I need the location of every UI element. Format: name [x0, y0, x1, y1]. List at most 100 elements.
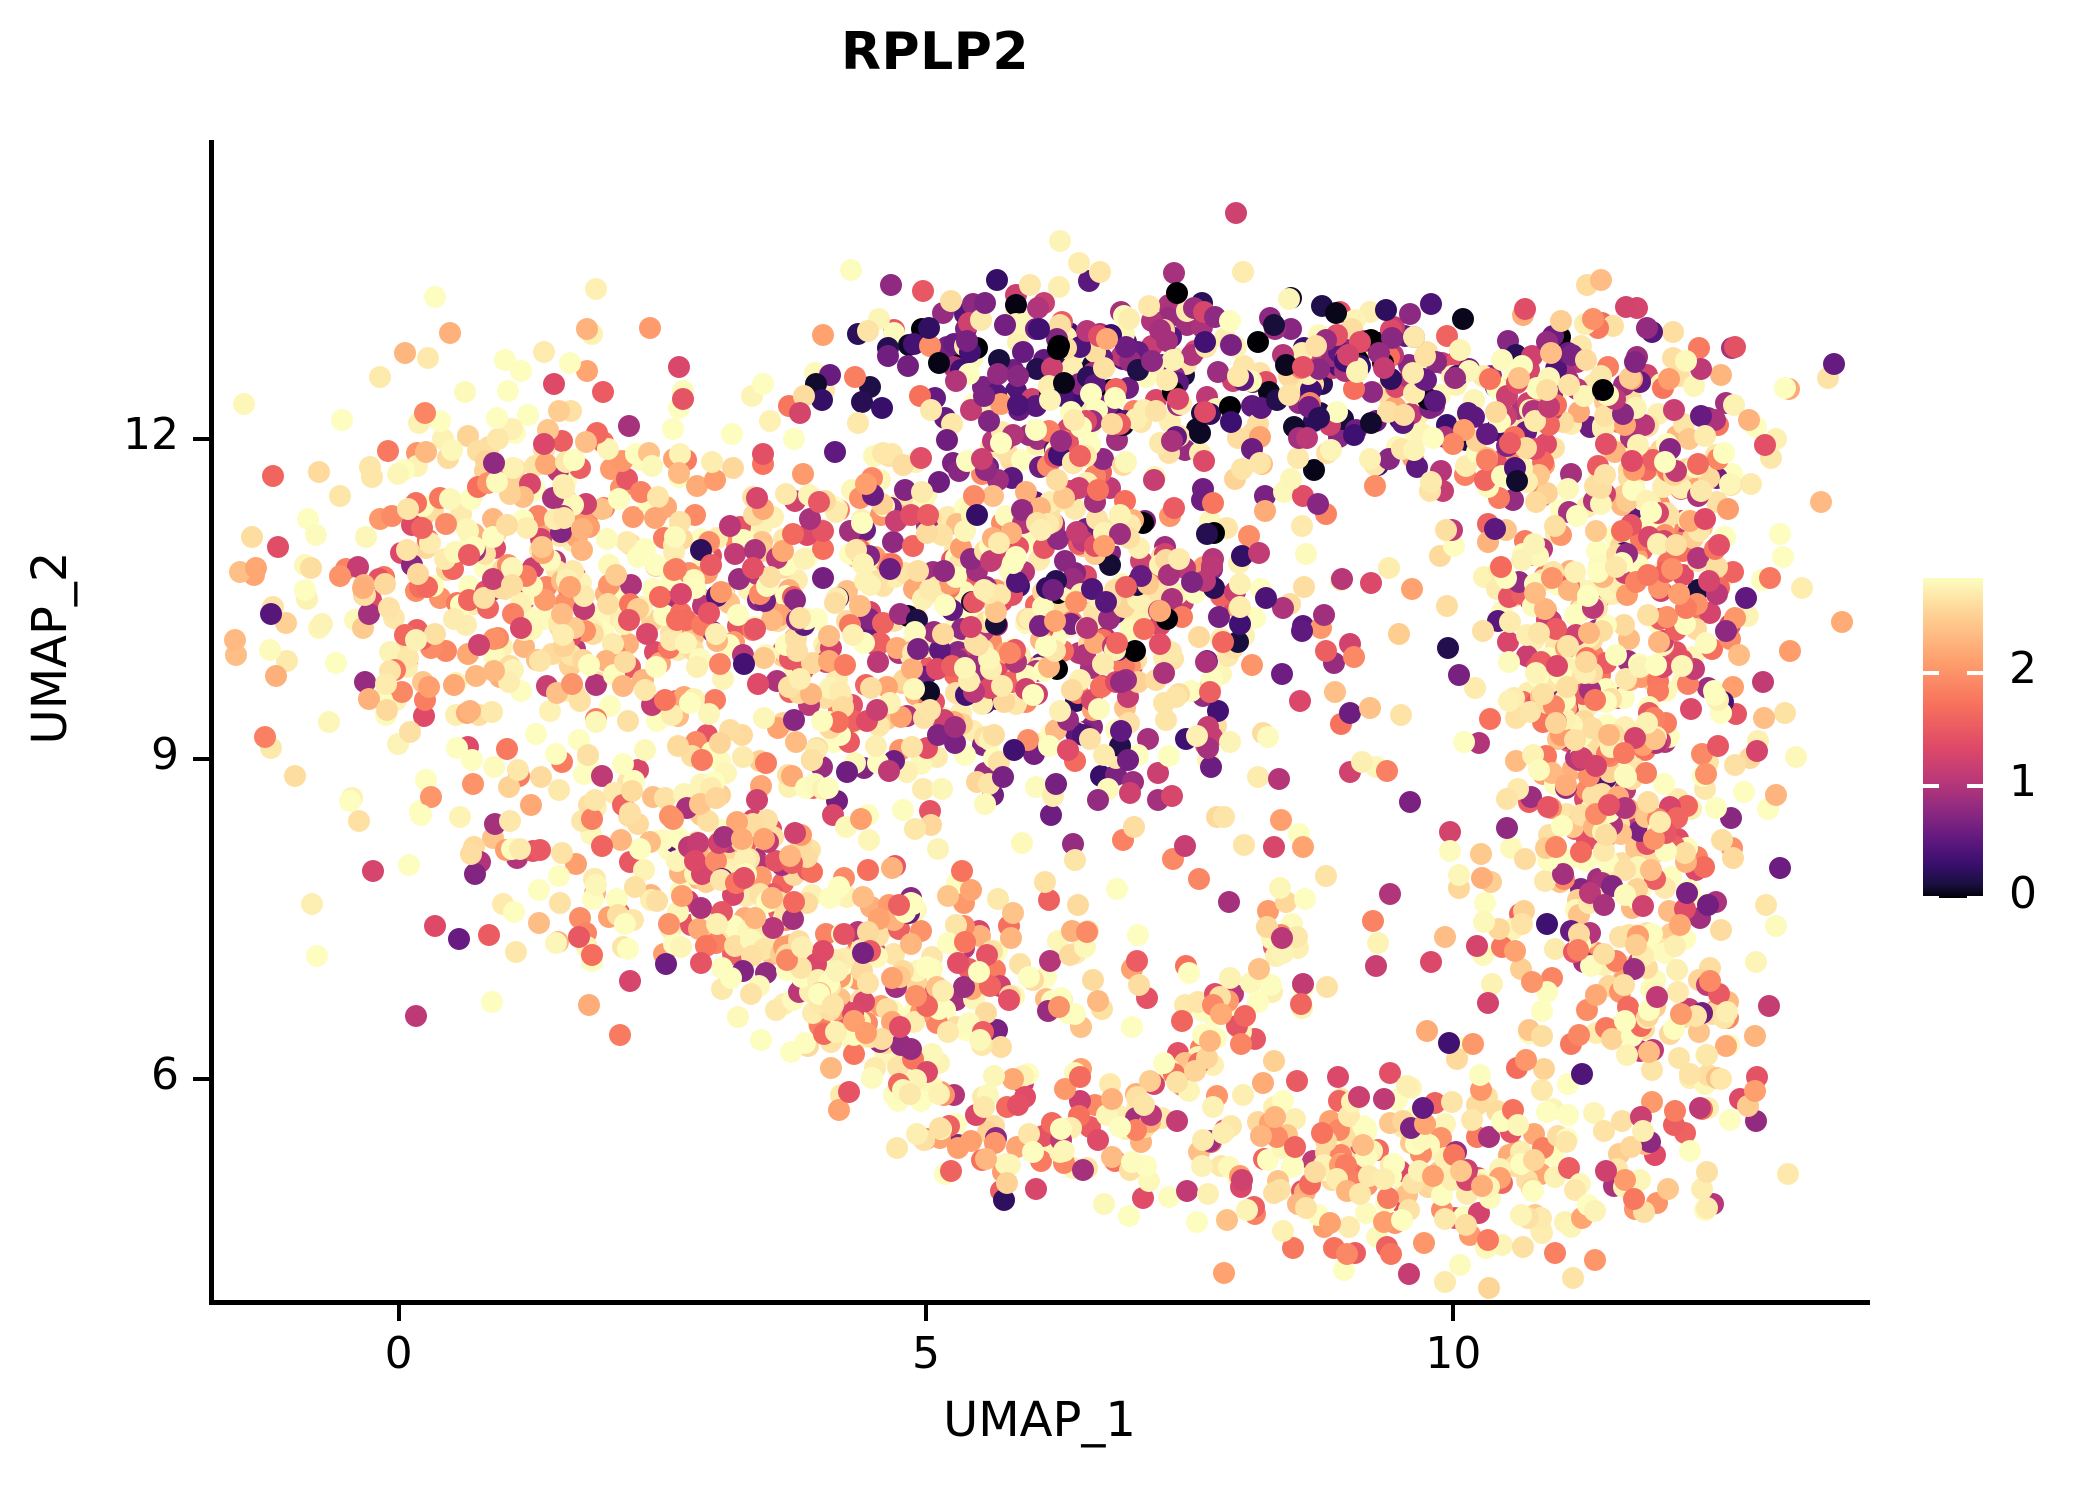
scatter-point [1037, 889, 1060, 912]
scatter-point [412, 705, 435, 728]
colorbar-tick-mark [1923, 671, 1939, 676]
scatter-point [1294, 542, 1317, 565]
scatter-point [783, 821, 806, 844]
scatter-point [907, 559, 930, 582]
scatter-point [1498, 431, 1521, 454]
scatter-point [664, 525, 687, 548]
scatter-point [847, 412, 870, 435]
scatter-point [553, 507, 576, 530]
scatter-point [301, 892, 324, 915]
scatter-point [851, 390, 874, 413]
scatter-point [498, 809, 521, 832]
scatter-point [1040, 804, 1063, 827]
scatter-point [1045, 772, 1068, 795]
scatter-point [690, 951, 713, 974]
scatter-point [1395, 1074, 1418, 1097]
scatter-point [1823, 353, 1846, 376]
scatter-point [1001, 902, 1024, 925]
scatter-point [1207, 360, 1230, 383]
scatter-point [1323, 681, 1346, 704]
scatter-point [519, 794, 542, 817]
scatter-point [1695, 1197, 1718, 1220]
scatter-point [509, 616, 532, 639]
scatter-point [851, 941, 874, 964]
scatter-point [864, 734, 887, 757]
scatter-point [1510, 912, 1533, 935]
scatter-point [634, 679, 657, 702]
scatter-point [654, 952, 677, 975]
scatter-point [761, 886, 784, 909]
scatter-point [616, 709, 639, 732]
y-tick-mark [193, 436, 209, 441]
scatter-point [1400, 577, 1423, 600]
scatter-point [1734, 587, 1757, 610]
scatter-point [972, 384, 995, 407]
scatter-point [1678, 1139, 1701, 1162]
scatter-point [987, 532, 1010, 555]
scatter-point [833, 922, 855, 945]
scatter-point [1079, 382, 1102, 405]
scatter-point [667, 734, 690, 757]
scatter-point [1044, 609, 1067, 632]
scatter-point [1439, 839, 1462, 862]
scatter-point [1225, 201, 1248, 224]
scatter-point [1550, 310, 1573, 333]
scatter-point [1497, 689, 1520, 712]
scatter-point [955, 329, 978, 352]
x-tick-mark [923, 1305, 928, 1321]
scatter-point [1554, 1131, 1577, 1154]
scatter-point [453, 381, 476, 404]
scatter-point [571, 517, 594, 540]
scatter-point [1442, 432, 1465, 455]
scatter-point [329, 484, 352, 507]
scatter-point [1776, 1162, 1799, 1185]
scatter-point [1597, 793, 1620, 816]
scatter-point [398, 853, 421, 876]
scatter-point [1161, 784, 1184, 807]
scatter-point [1530, 1078, 1553, 1101]
scatter-point [1028, 317, 1051, 340]
scatter-point [1403, 439, 1426, 462]
scatter-point [417, 346, 440, 369]
scatter-point [1768, 857, 1791, 880]
scatter-point [732, 745, 755, 768]
scatter-point [1810, 490, 1833, 513]
scatter-point [1027, 296, 1050, 319]
scatter-point [500, 574, 523, 597]
scatter-point [1420, 470, 1443, 493]
scatter-point [968, 1029, 991, 1052]
scatter-point [782, 891, 805, 914]
scatter-point [1219, 411, 1242, 434]
scatter-point [547, 778, 570, 801]
scatter-point [1562, 1267, 1585, 1290]
scatter-point [706, 912, 729, 935]
scatter-point [1589, 268, 1612, 291]
scatter-point [1035, 634, 1058, 657]
scatter-point [877, 760, 900, 783]
scatter-point [1448, 338, 1471, 361]
scatter-point [1399, 303, 1422, 326]
scatter-point [720, 966, 743, 989]
scatter-point [1477, 992, 1500, 1015]
scatter-point [395, 538, 418, 561]
scatter-point [811, 939, 834, 962]
scatter-point [1161, 429, 1184, 452]
scatter-point [1250, 1124, 1273, 1147]
y-tick-mark [193, 756, 209, 761]
scatter-point [585, 674, 608, 697]
scatter-point [483, 660, 506, 683]
scatter-point [1127, 974, 1150, 997]
scatter-point [1218, 309, 1241, 332]
scatter-point [1056, 739, 1079, 762]
scatter-point [434, 512, 457, 535]
scatter-point [1585, 754, 1608, 777]
scatter-point [1709, 363, 1732, 386]
scatter-point [1540, 341, 1563, 364]
scatter-point [668, 461, 691, 484]
scatter-point [1670, 654, 1693, 677]
scatter-point [1745, 951, 1768, 974]
scatter-point [788, 606, 811, 629]
scatter-point [1187, 626, 1210, 649]
scatter-point [443, 607, 466, 630]
scatter-point [1022, 1140, 1045, 1163]
